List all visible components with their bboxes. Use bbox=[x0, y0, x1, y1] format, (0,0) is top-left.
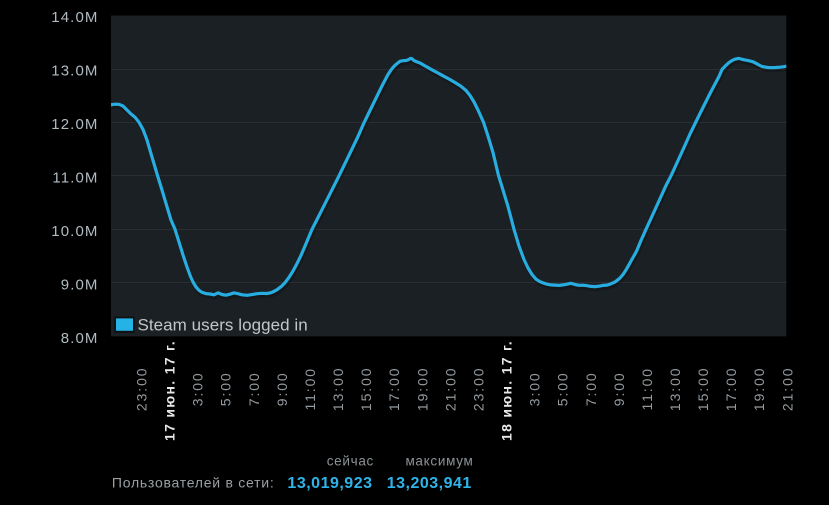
svg-text:13,019,923: 13,019,923 bbox=[287, 475, 372, 492]
svg-text:13:00: 13:00 bbox=[330, 367, 346, 412]
svg-text:5:00: 5:00 bbox=[218, 371, 234, 406]
svg-text:13.0M: 13.0M bbox=[51, 62, 98, 79]
svg-text:21:00: 21:00 bbox=[779, 367, 795, 412]
svg-text:17:00: 17:00 bbox=[386, 367, 402, 412]
svg-text:19:00: 19:00 bbox=[751, 367, 767, 412]
svg-text:5:00: 5:00 bbox=[555, 371, 571, 406]
svg-text:8.0M: 8.0M bbox=[61, 330, 99, 347]
svg-text:17 июн. 17 г.: 17 июн. 17 г. bbox=[162, 340, 178, 441]
svg-text:11:00: 11:00 bbox=[639, 367, 655, 411]
svg-text:11:00: 11:00 bbox=[302, 367, 318, 411]
svg-text:15:00: 15:00 bbox=[358, 367, 374, 412]
svg-text:9:00: 9:00 bbox=[611, 371, 627, 406]
svg-text:14.0M: 14.0M bbox=[51, 9, 98, 26]
svg-text:11.0M: 11.0M bbox=[52, 169, 98, 186]
svg-text:23:00: 23:00 bbox=[134, 367, 150, 412]
svg-text:9.0M: 9.0M bbox=[61, 276, 99, 293]
svg-text:19:00: 19:00 bbox=[414, 367, 430, 412]
svg-text:13:00: 13:00 bbox=[667, 367, 683, 412]
svg-text:18 июн. 17 г.: 18 июн. 17 г. bbox=[499, 340, 515, 441]
svg-text:Пользователей в сети:: Пользователей в сети: bbox=[112, 475, 275, 491]
svg-text:максимум: максимум bbox=[405, 453, 473, 468]
svg-text:15:00: 15:00 bbox=[695, 367, 711, 412]
svg-text:9:00: 9:00 bbox=[274, 371, 290, 406]
svg-text:3:00: 3:00 bbox=[190, 371, 206, 406]
svg-text:сейчас: сейчас bbox=[327, 453, 374, 468]
svg-text:Steam users logged in: Steam users logged in bbox=[138, 316, 308, 335]
svg-text:23:00: 23:00 bbox=[470, 367, 486, 412]
svg-text:13,203,941: 13,203,941 bbox=[387, 475, 472, 492]
svg-text:7:00: 7:00 bbox=[583, 371, 599, 406]
svg-text:21:00: 21:00 bbox=[442, 367, 458, 412]
svg-text:10.0M: 10.0M bbox=[51, 223, 98, 240]
svg-text:17:00: 17:00 bbox=[723, 367, 739, 412]
svg-text:7:00: 7:00 bbox=[246, 371, 262, 406]
svg-text:12.0M: 12.0M bbox=[51, 116, 98, 133]
svg-text:3:00: 3:00 bbox=[527, 371, 543, 406]
